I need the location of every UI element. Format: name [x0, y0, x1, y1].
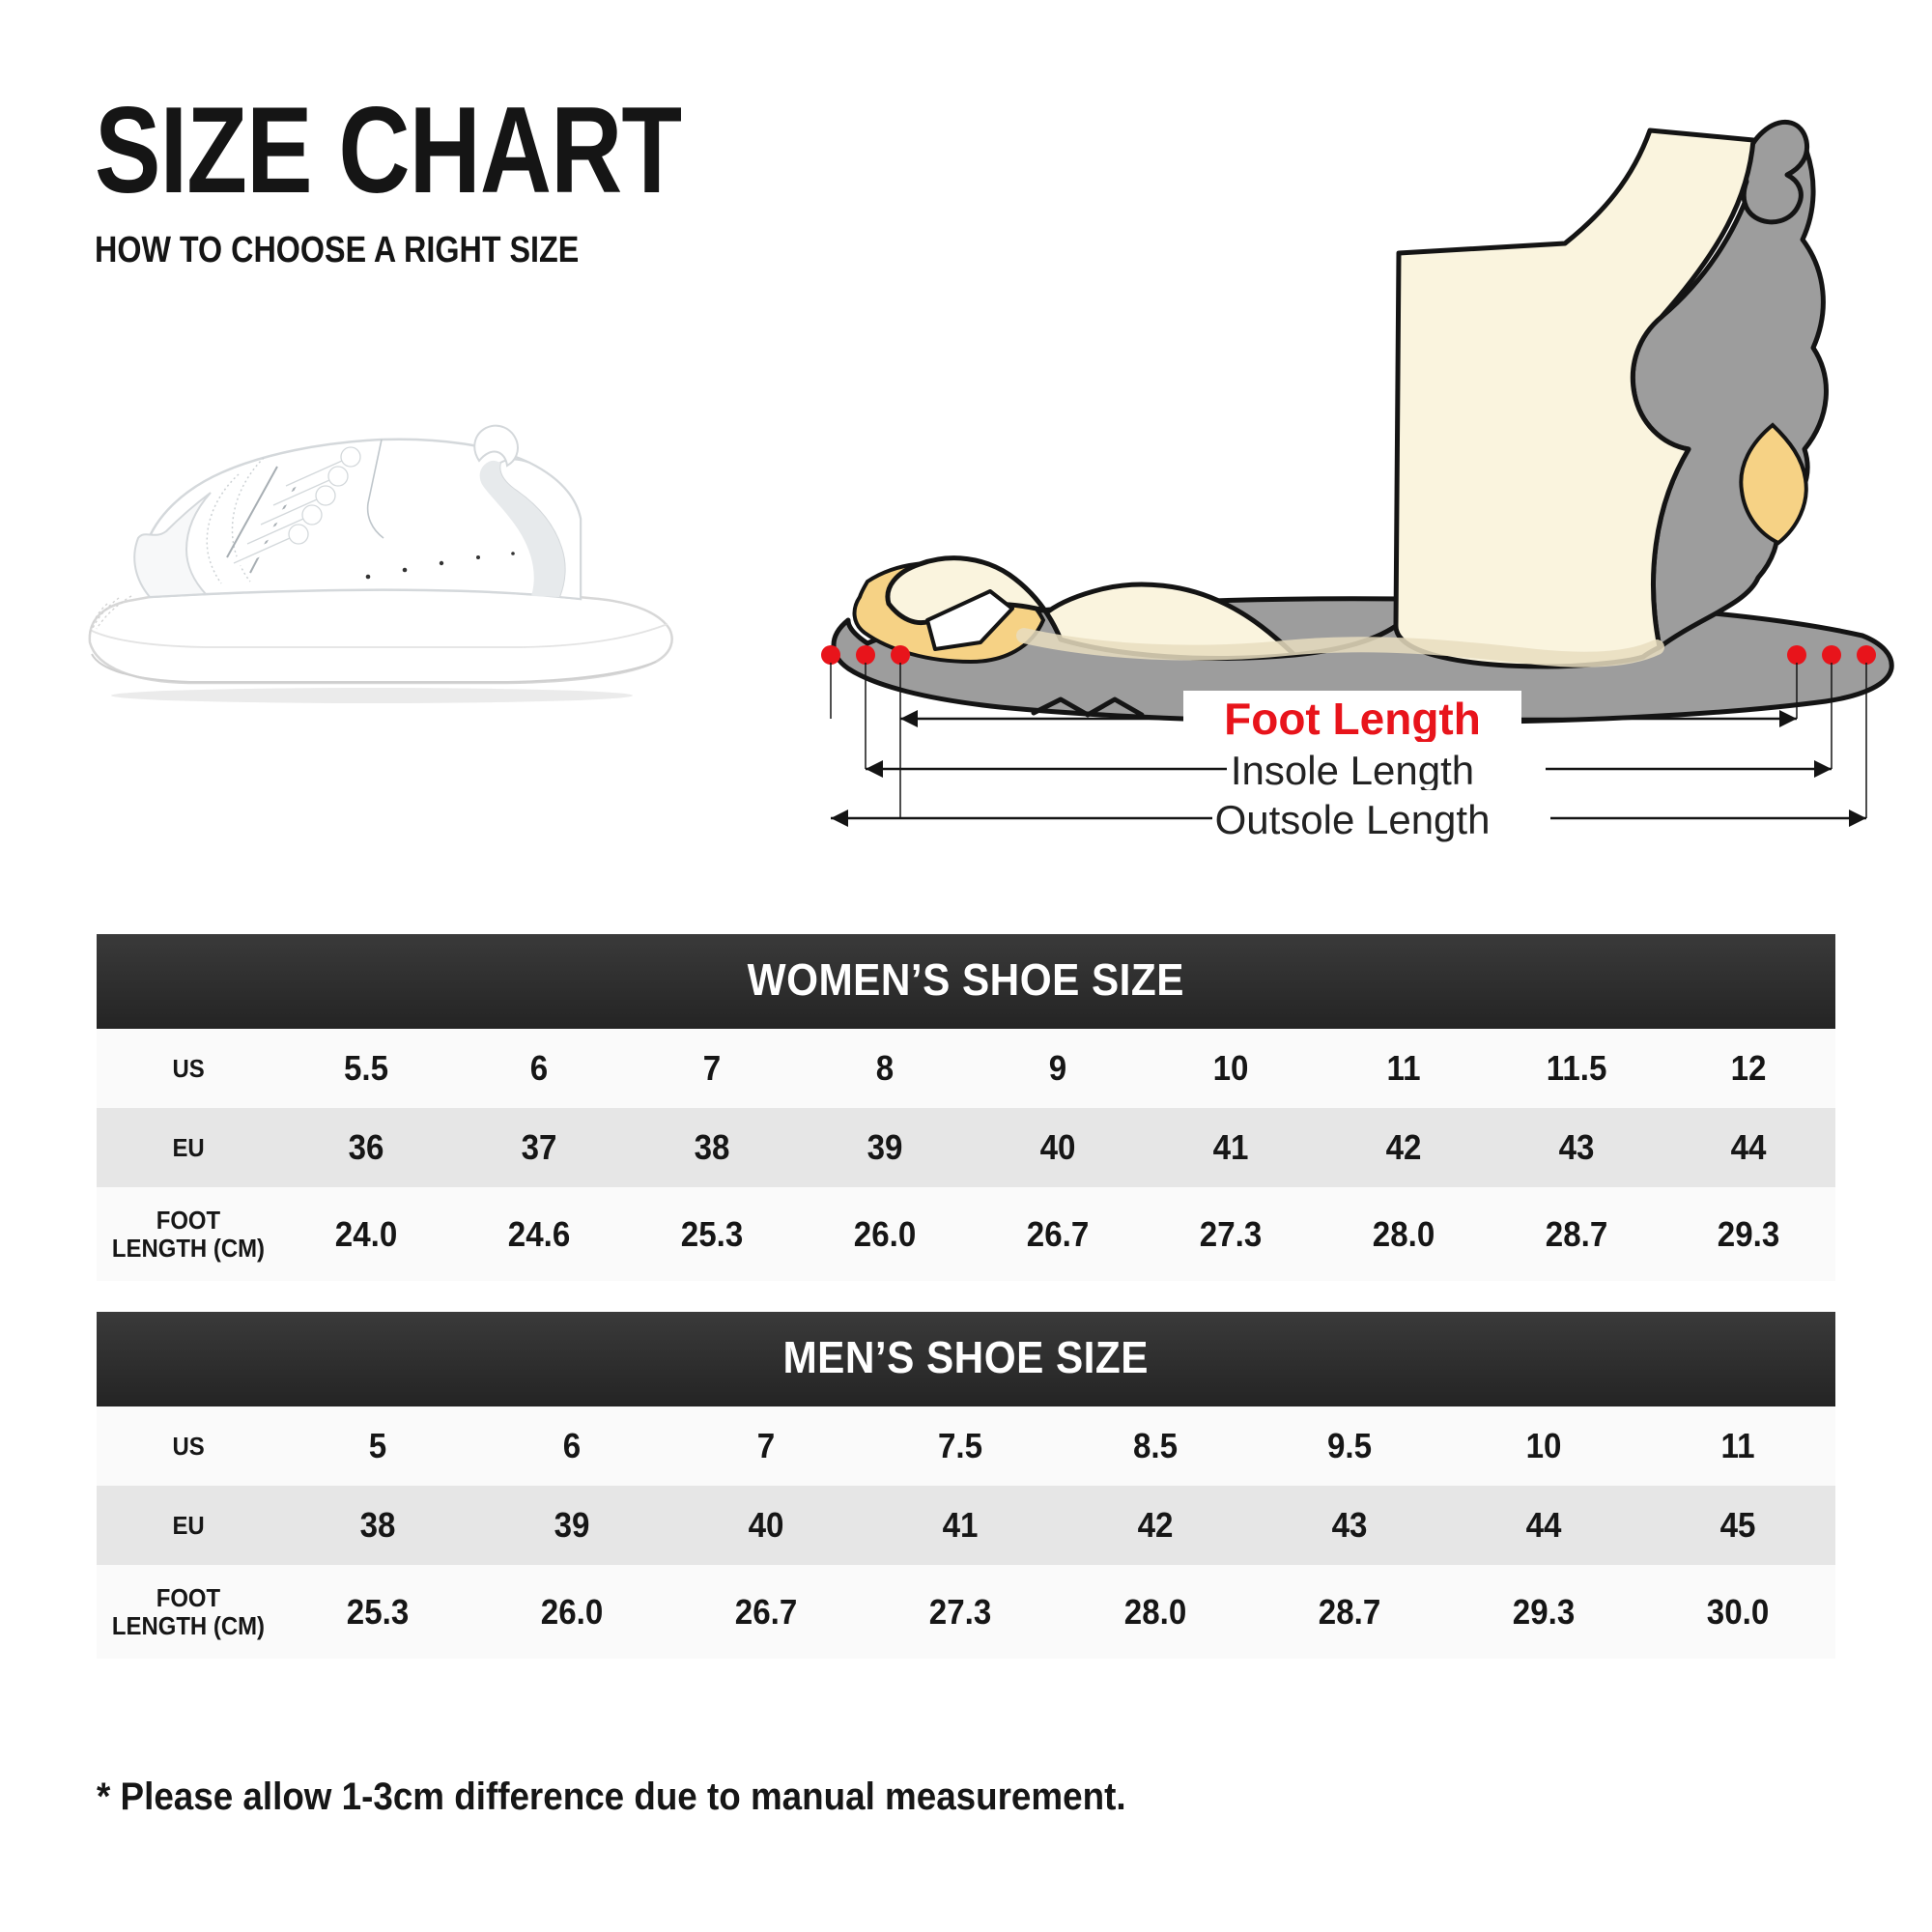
svg-text:Foot Length: Foot Length	[1224, 694, 1481, 744]
svg-text:Outsole Length: Outsole Length	[1215, 797, 1491, 842]
svg-text:Insole Length: Insole Length	[1231, 748, 1474, 793]
